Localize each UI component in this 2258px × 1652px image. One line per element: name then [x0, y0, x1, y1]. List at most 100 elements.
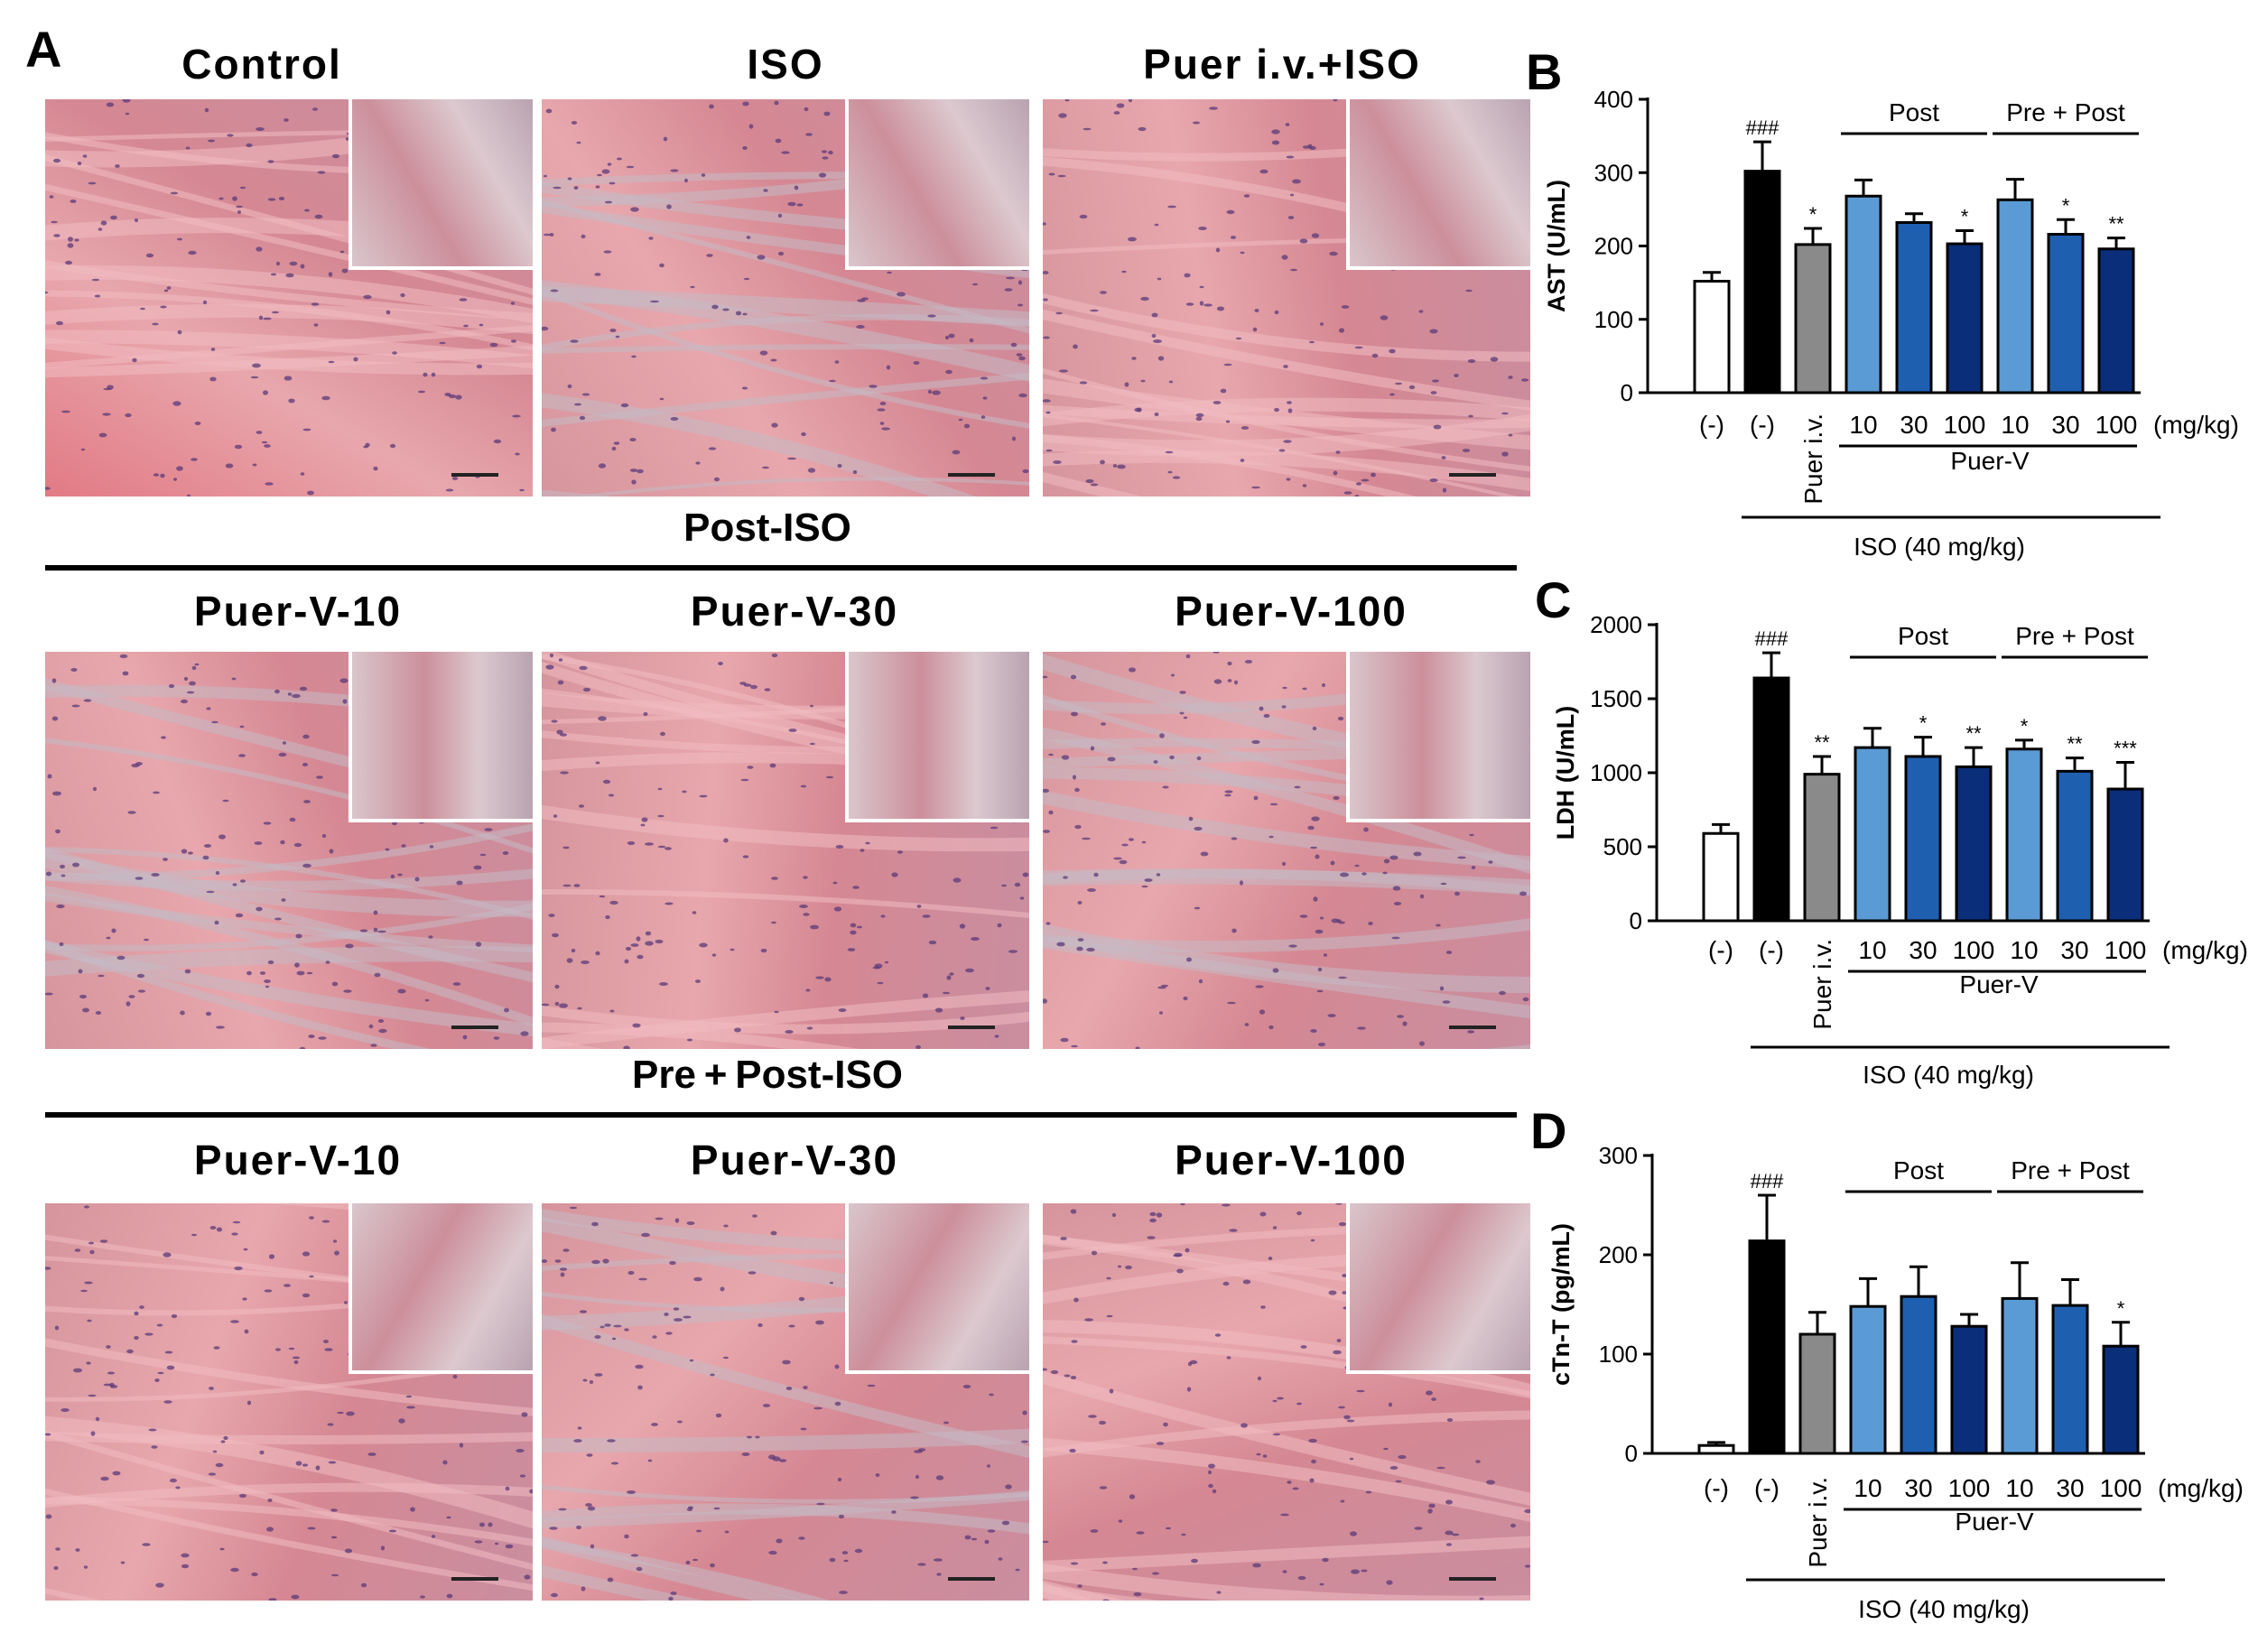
chart-b-bar [1794, 243, 1832, 394]
chart-d-iso-label: ISO (40 mg/kg) [1858, 1595, 2030, 1623]
scale-bar [948, 1577, 995, 1581]
chart-c-bar [1803, 773, 1841, 923]
title-prepost-puer-v-100: Puer-V-100 [1175, 1137, 1408, 1183]
chart-c-x-label-dose: 30 [2060, 936, 2088, 964]
chart-d-sig-label: ### [1751, 1170, 1784, 1193]
chart-b-bar [1946, 242, 1984, 394]
chart-d-y-label: cTn-T (pg/mL) [1547, 1223, 1575, 1386]
chart-c-x-label-dose: 100 [1953, 936, 1995, 964]
chart-b-y-tick-label: 0 [1621, 379, 1633, 406]
scale-bar [451, 1026, 498, 1029]
chart-c-x-label-dose: 10 [2010, 936, 2038, 964]
chart-b-sig-label: * [1809, 203, 1817, 226]
chart-c-sig-label: ** [2067, 733, 2083, 756]
micrograph-inset [845, 99, 1029, 270]
title-prepost-puer-v-10: Puer-V-10 [193, 1137, 403, 1183]
chart-c-post-label: Post [1898, 622, 1948, 650]
chart-c-bar [1904, 755, 1942, 923]
chart-c-bar [2005, 747, 2043, 923]
chart-b-sig-label: * [2062, 194, 2070, 217]
micrograph-prepost-10 [45, 1203, 533, 1601]
chart-d-bar [2001, 1296, 2039, 1455]
chart-d-x-label-neg2: (-) [1754, 1474, 1779, 1502]
title-post-puer-v-10: Puer-V-10 [193, 588, 403, 635]
chart-b-bar [1895, 221, 1933, 394]
chart-c-sig-label: * [2021, 715, 2029, 738]
chart-b-y-tick-label: 100 [1594, 306, 1633, 333]
chart-b-bar [2097, 247, 2135, 394]
chart-c-x-label-neg2: (-) [1759, 936, 1784, 964]
chart-c-bar [1752, 676, 1790, 923]
chart-d-x-label-neg1: (-) [1704, 1474, 1729, 1502]
chart-b-y-tick-label: 200 [1594, 233, 1633, 260]
chart-d-x-label-puer-iv: Puer i.v. [1804, 1477, 1832, 1568]
title-post-iso: Post-ISO [683, 506, 851, 550]
chart-b-prepost-label: Pre + Post [2006, 98, 2125, 126]
chart-b-x-label-puer-iv: Puer i.v. [1799, 413, 1827, 505]
chart-b-puer-v-label: Puer-V [1950, 447, 2029, 475]
chart-b-bar [2047, 233, 2085, 394]
chart-c-bar [1854, 746, 1891, 923]
chart-b-x-unit: (mg/kg) [2153, 411, 2239, 439]
chart-d-x-label-dose: 10 [2005, 1474, 2033, 1502]
chart-c-x-label-puer-iv: Puer i.v. [1808, 939, 1836, 1030]
micrograph-iso [542, 99, 1029, 497]
chart-c-bar [1955, 765, 1993, 923]
chart-c-bar [1702, 831, 1740, 923]
chart-d-prepost-label: Pre + Post [2011, 1156, 2130, 1184]
title-puer-iv-iso: Puer i.v.+ISO [1143, 41, 1421, 88]
micrograph-inset [1346, 652, 1530, 822]
micrograph-inset [845, 652, 1029, 822]
chart-b-sig-label: * [1961, 205, 1969, 227]
chart-d-x-label-dose: 10 [1854, 1474, 1882, 1502]
chart-d-x-unit: (mg/kg) [2158, 1474, 2244, 1502]
chart-d-post-label: Post [1893, 1156, 1944, 1184]
chart-c-iso-label: ISO (40 mg/kg) [1863, 1061, 2034, 1089]
chart-d-x-label-dose: 100 [2100, 1474, 2142, 1502]
chart-d-bar [1900, 1295, 1937, 1455]
chart-c-sig-label: *** [2114, 738, 2137, 760]
scale-bar [1449, 473, 1496, 477]
micrograph-control [45, 99, 533, 497]
chart-b-iso-label: ISO (40 mg/kg) [1854, 533, 2025, 561]
chart-b-x-label-dose: 30 [1900, 411, 1928, 439]
micrograph-post-100 [1043, 652, 1530, 1049]
scale-bar [1449, 1577, 1496, 1581]
chart-b-sig-label: ** [2108, 213, 2124, 236]
micrograph-prepost-30 [542, 1203, 1029, 1601]
micrograph-post-30 [542, 652, 1029, 1049]
title-post-puer-v-100: Puer-V-100 [1175, 588, 1408, 635]
title-prepost-puer-v-30: Puer-V-30 [690, 1137, 899, 1183]
chart-d-y-tick-label: 0 [1625, 1440, 1638, 1467]
chart-d-y-tick-label: 200 [1599, 1241, 1638, 1268]
chart-d-x-label-dose: 30 [1904, 1474, 1932, 1502]
chart-c-prepost-label: Pre + Post [2015, 622, 2134, 650]
micrograph-prepost-100 [1043, 1203, 1530, 1601]
chart-b-x-label-dose: 10 [2001, 411, 2029, 439]
title-prepost-iso: Pre + Post-ISO [631, 1053, 904, 1097]
chart-d-y-tick-label: 300 [1599, 1142, 1638, 1169]
scale-bar [948, 473, 995, 477]
scale-bar [1449, 1026, 1496, 1029]
chart-b-bar [1693, 280, 1731, 394]
chart-d-bar [1798, 1332, 1836, 1455]
chart-b-y-label: AST (U/mL) [1543, 180, 1570, 312]
chart-c-y-tick-label: 2000 [1590, 611, 1642, 638]
title-control: Control [181, 41, 342, 88]
chart-d-bar [2051, 1304, 2089, 1455]
chart-b-x-label-neg2: (-) [1750, 411, 1775, 439]
scale-bar [451, 473, 498, 477]
chart-b-x-label-dose: 10 [1849, 411, 1877, 439]
chart-d-bar [1950, 1324, 1988, 1455]
divider-post-iso [45, 565, 1517, 571]
scale-bar [948, 1026, 995, 1029]
chart-b-y-tick-label: 400 [1594, 86, 1633, 113]
chart-c-x-label-neg1: (-) [1708, 936, 1733, 964]
micrograph-inset [348, 99, 533, 270]
chart-b-x-label-dose: 100 [2095, 411, 2138, 439]
chart-d-bar [1748, 1239, 1786, 1455]
micrograph-inset [1346, 99, 1530, 270]
title-post-puer-v-30: Puer-V-30 [690, 588, 899, 635]
chart-b-x-label-dose: 30 [2051, 411, 2079, 439]
chart-d-x-label-dose: 30 [2056, 1474, 2084, 1502]
